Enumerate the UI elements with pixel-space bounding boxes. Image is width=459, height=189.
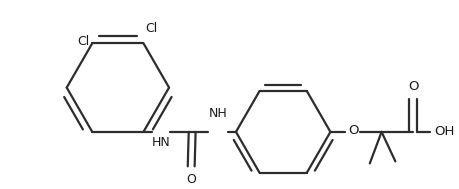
Text: O: O <box>186 173 196 186</box>
Text: Cl: Cl <box>145 22 157 35</box>
Text: Cl: Cl <box>77 35 89 48</box>
Text: O: O <box>347 124 358 137</box>
Text: HN: HN <box>151 136 170 149</box>
Text: OH: OH <box>434 125 454 138</box>
Text: NH: NH <box>208 107 227 120</box>
Text: O: O <box>407 80 417 93</box>
